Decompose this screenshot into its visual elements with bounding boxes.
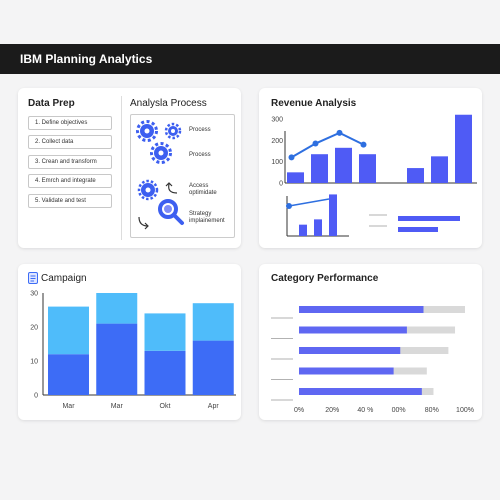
- campaign-title: Campaign: [41, 273, 87, 284]
- y-tick-label: 0: [279, 181, 283, 188]
- campaign-bar-upper: [48, 306, 89, 355]
- revenue-line-point: [336, 129, 343, 136]
- data-prep-card: Data Prep 1. Define objectives 2. Collec…: [18, 88, 241, 248]
- revenue-bar: [455, 114, 472, 183]
- section-divider: [121, 96, 122, 240]
- mini-bar: [299, 224, 307, 236]
- campaign-bar-lower: [144, 350, 186, 395]
- y-tick-label: 0: [34, 393, 38, 400]
- campaign-bar-upper: [144, 313, 186, 351]
- process-label-1: Process: [189, 127, 211, 133]
- revenue-card: Revenue Analysis 0 100 200 300: [259, 88, 482, 248]
- mini-bar: [314, 219, 322, 236]
- revenue-bar: [335, 147, 352, 183]
- x-tick-label: Okt: [160, 403, 171, 410]
- process-diagram: Process Process Access optimidate Strate…: [130, 114, 235, 238]
- arrow-return-icon: [138, 216, 149, 230]
- campaign-chart: 0 10 20 30 Mar Mar Okt Apr: [30, 291, 236, 410]
- category-title: Category Performance: [271, 273, 379, 284]
- step-collect-data[interactable]: 2. Collect data: [28, 135, 112, 149]
- process-label-3: Access optimidate: [189, 183, 217, 196]
- revenue-bar: [431, 156, 448, 183]
- category-bar-value: [299, 388, 422, 395]
- process-title: Analysla Process: [130, 98, 207, 109]
- step-define-objectives[interactable]: 1. Define objectives: [28, 116, 112, 130]
- x-tick-label: Mar: [62, 403, 75, 410]
- x-tick-label: 80%: [425, 407, 439, 414]
- x-tick-label: 20%: [325, 407, 339, 414]
- revenue-title: Revenue Analysis: [271, 98, 357, 109]
- legend-bar: [398, 216, 460, 221]
- revenue-bar: [359, 154, 376, 183]
- category-bar-value: [299, 367, 394, 375]
- cycle-icon: [137, 179, 159, 201]
- y-tick-label: 100: [271, 159, 283, 166]
- category-card: Category Performance 0% 20% 40 % 00% 80% 100%: [259, 264, 482, 420]
- revenue-bar: [407, 168, 424, 183]
- campaign-card: Campaign 0 10 20 30 Mar Mar Okt Apr: [18, 264, 241, 420]
- x-tick-label: Apr: [208, 403, 220, 410]
- revenue-bar: [287, 172, 304, 183]
- process-label-4: Strategy implainement: [189, 211, 225, 224]
- step-enrich-integrate[interactable]: 4. Emrch and integrate: [28, 174, 112, 188]
- category-bar-value: [299, 306, 424, 313]
- mini-line-point: [286, 203, 292, 209]
- y-tick-label: 300: [271, 117, 283, 124]
- campaign-bar-lower: [48, 354, 89, 395]
- revenue-line-point: [312, 140, 319, 147]
- campaign-bar-upper: [192, 303, 234, 341]
- arrow-curve-icon: [165, 182, 178, 194]
- campaign-bar-upper: [96, 293, 138, 324]
- category-bar-value: [299, 347, 401, 354]
- step-clean-transform[interactable]: 3. Crean and transform: [28, 155, 112, 169]
- revenue-line-point: [360, 141, 367, 148]
- y-tick-label: 20: [30, 325, 38, 332]
- category-chart: 0% 20% 40 % 00% 80% 100%: [271, 306, 474, 414]
- app-title: IBM Planning Analytics: [20, 52, 153, 66]
- x-tick-label: Mar: [111, 403, 124, 410]
- campaign-bar-lower: [96, 323, 138, 395]
- legend-bar: [398, 227, 438, 232]
- gears-icon: [136, 120, 182, 164]
- category-bar-value: [299, 326, 407, 334]
- magnifier-icon: [158, 199, 184, 225]
- revenue-bar: [311, 154, 328, 183]
- y-tick-label: 30: [30, 291, 38, 298]
- data-prep-title: Data Prep: [28, 98, 75, 109]
- process-label-2: Process: [189, 152, 211, 158]
- revenue-line-point: [288, 154, 295, 161]
- x-tick-label: 00%: [392, 407, 406, 414]
- step-validate-test[interactable]: 5. Validate and test: [28, 194, 112, 208]
- x-tick-label: 100%: [456, 407, 474, 414]
- y-tick-label: 10: [30, 359, 38, 366]
- mini-line: [288, 198, 330, 207]
- mini-bar: [329, 194, 337, 236]
- document-icon: [28, 272, 38, 284]
- y-tick-label: 200: [271, 138, 283, 145]
- app-header: IBM Planning Analytics: [0, 44, 500, 74]
- x-tick-label: 0%: [294, 407, 304, 414]
- x-tick-label: 40 %: [357, 407, 373, 414]
- revenue-line: [290, 131, 364, 159]
- revenue-chart: 0 100 200 300: [271, 114, 477, 237]
- campaign-bar-lower: [192, 340, 234, 395]
